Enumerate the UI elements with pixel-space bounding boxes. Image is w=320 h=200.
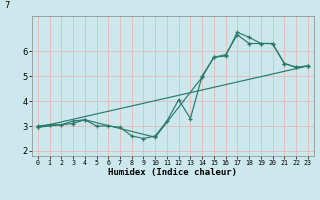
X-axis label: Humidex (Indice chaleur): Humidex (Indice chaleur) (108, 168, 237, 177)
Text: 7: 7 (4, 1, 10, 10)
